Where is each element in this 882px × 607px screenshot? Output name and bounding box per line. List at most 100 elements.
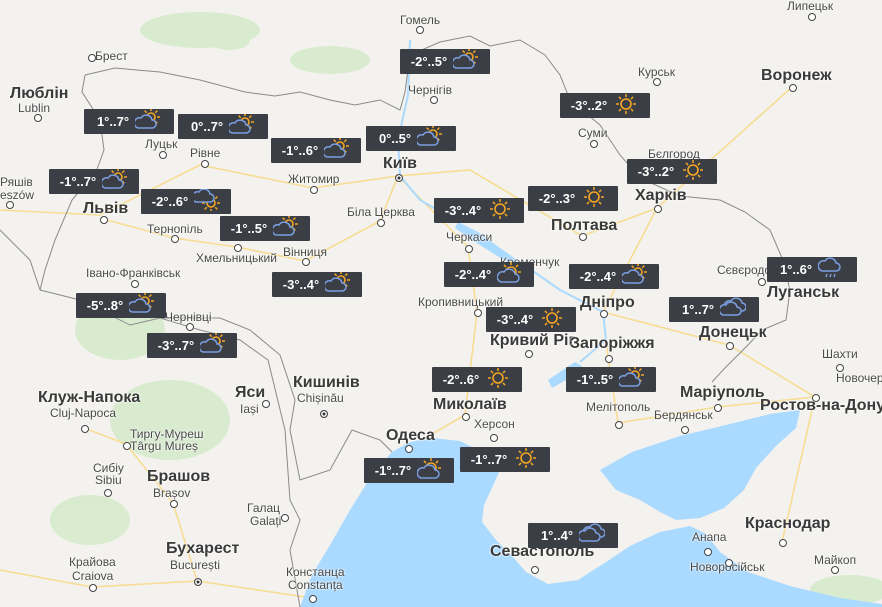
city-marker-icon [653,78,661,86]
city-label[interactable]: Ряшів [0,175,33,189]
weather-label[interactable]: -2°..6° [141,188,231,214]
city-marker-icon [377,219,385,227]
weather-label[interactable]: -2°..5° [400,48,490,74]
weather-label[interactable]: 1°..7° [84,108,174,134]
weather-label[interactable]: -1°..7° [364,458,454,483]
city-marker-icon [171,235,179,243]
city-label[interactable]: Бєлгород [648,147,700,161]
city-marker-icon [758,278,766,286]
city-label[interactable]: Липецьк [787,0,834,13]
city-label[interactable]: Львів [83,200,129,217]
city-label[interactable]: Брест [95,49,128,63]
city-label[interactable]: Луганськ [767,284,840,301]
weather-label[interactable]: 0°..5° [366,125,456,151]
weather-label[interactable]: -3°..4° [486,307,576,332]
weather-label[interactable]: 1°..4° [528,523,618,548]
city-label[interactable]: Вінниця [283,245,327,259]
city-label[interactable]: Луцьк [145,137,178,151]
city-label[interactable]: Sibiu [95,473,122,487]
city-label[interactable]: Клуж-Напока [38,389,141,406]
city-label[interactable]: Constanța [288,578,343,592]
city-label[interactable]: Майкоп [814,553,857,567]
city-label[interactable]: Полтава [551,217,618,234]
weather-label[interactable]: 1°..7° [669,297,759,322]
city-label[interactable]: Кишинів [293,374,360,391]
city-label[interactable]: Шахти [822,347,858,361]
city-label[interactable]: Новочеркаськ [836,371,882,385]
weather-label[interactable]: -2°..3° [528,186,618,211]
weather-label[interactable]: -1°..7° [49,168,139,194]
city-label[interactable]: Iași [240,402,259,416]
city-label[interactable]: Гомель [400,13,441,27]
city-label[interactable]: Хмельницький [196,251,277,265]
city-label[interactable]: Мелітополь [586,400,651,414]
city-label[interactable]: Chișinău [297,391,344,405]
city-label[interactable]: Краснодар [745,515,831,532]
weather-label[interactable]: -1°..6° [271,137,361,163]
temperature-range: -1°..5° [576,372,614,387]
city-label[interactable]: Кропивницький [418,295,504,309]
city-label[interactable]: Чернівці [165,310,212,324]
city-label[interactable]: Brașov [153,486,191,500]
weather-label[interactable]: -1°..5° [566,366,656,392]
city-label[interactable]: Люблін [10,85,69,102]
city-label[interactable]: Миколаїв [433,396,507,413]
city-label[interactable]: Маріуполь [680,384,765,401]
city-label[interactable]: Чернігів [408,83,453,97]
weather-label[interactable]: -2°..4° [569,263,659,289]
weather-label[interactable]: 0°..7° [178,113,268,139]
city-label[interactable]: Târgu Mureș [130,439,199,453]
city-label[interactable]: Житомир [288,172,340,186]
city-label[interactable]: eszów [0,188,35,202]
city-label[interactable]: Яси [235,384,266,401]
city-label[interactable]: Суми [578,126,608,140]
city-label[interactable]: Бердянськ [654,408,713,422]
city-label[interactable]: Біла Церква [347,205,415,219]
weather-label[interactable]: -3°..2° [627,159,717,184]
city-label[interactable]: Брашов [147,468,211,485]
city-label[interactable]: Крайова [69,555,116,569]
city-label[interactable]: Бухарест [166,540,240,557]
city-label[interactable]: Київ [383,155,417,172]
city-label[interactable]: Сибіу [93,461,124,475]
partly-cloudy-icon [198,332,226,358]
city-marker-icon [726,342,734,350]
city-label[interactable]: Новоросійськ [690,560,765,574]
weather-label[interactable]: -3°..7° [147,332,237,358]
weather-label[interactable]: -1°..5° [220,215,310,241]
city-label[interactable]: Анапа [692,530,727,544]
weather-label[interactable]: -3°..4° [272,271,362,297]
city-label[interactable]: Курськ [638,65,676,79]
city-label[interactable]: Lublin [18,101,51,115]
city-label[interactable]: Харків [635,187,687,204]
city-label[interactable]: Cluj-Napoca [50,406,117,420]
city-label[interactable]: București [170,558,221,572]
weather-label[interactable]: -2°..6° [432,367,522,392]
city-label[interactable]: Воронеж [761,67,832,84]
city-label[interactable]: Рівне [190,146,221,160]
city-label[interactable]: Кривий Ріг [490,332,576,349]
weather-label[interactable]: -3°..2° [560,93,650,118]
weather-label[interactable]: -5°..8° [76,292,166,318]
city-label[interactable]: Дніпро [580,294,635,311]
city-label[interactable]: Херсон [474,417,515,431]
city-label[interactable]: Одеса [386,427,435,444]
city-label[interactable]: Запоріжжя [570,335,655,352]
city-label[interactable]: Ростов-на-Дону [760,397,882,414]
temperature-range: -3°..4° [496,312,534,327]
weather-label[interactable]: -2°..4° [444,262,534,287]
city-label[interactable]: Galați [250,514,282,528]
city-marker-icon [725,559,733,567]
city-label[interactable]: Івано-Франківськ [86,266,181,280]
city-label[interactable]: Черкаси [446,230,493,244]
city-label[interactable]: Донецьк [699,324,767,341]
weather-label[interactable]: 1°..6° [767,257,857,282]
city-label[interactable]: Craiova [72,569,114,583]
weather-label[interactable]: -3°..4° [434,198,524,223]
weather-label[interactable]: -1°..7° [460,447,550,472]
city-label[interactable]: Тернопіль [147,222,203,236]
city-label[interactable]: Тиргу-Муреш [130,427,204,441]
city-label[interactable]: Констанца [286,565,345,579]
city-marker-icon [465,245,473,253]
city-label[interactable]: Галац [247,501,281,515]
